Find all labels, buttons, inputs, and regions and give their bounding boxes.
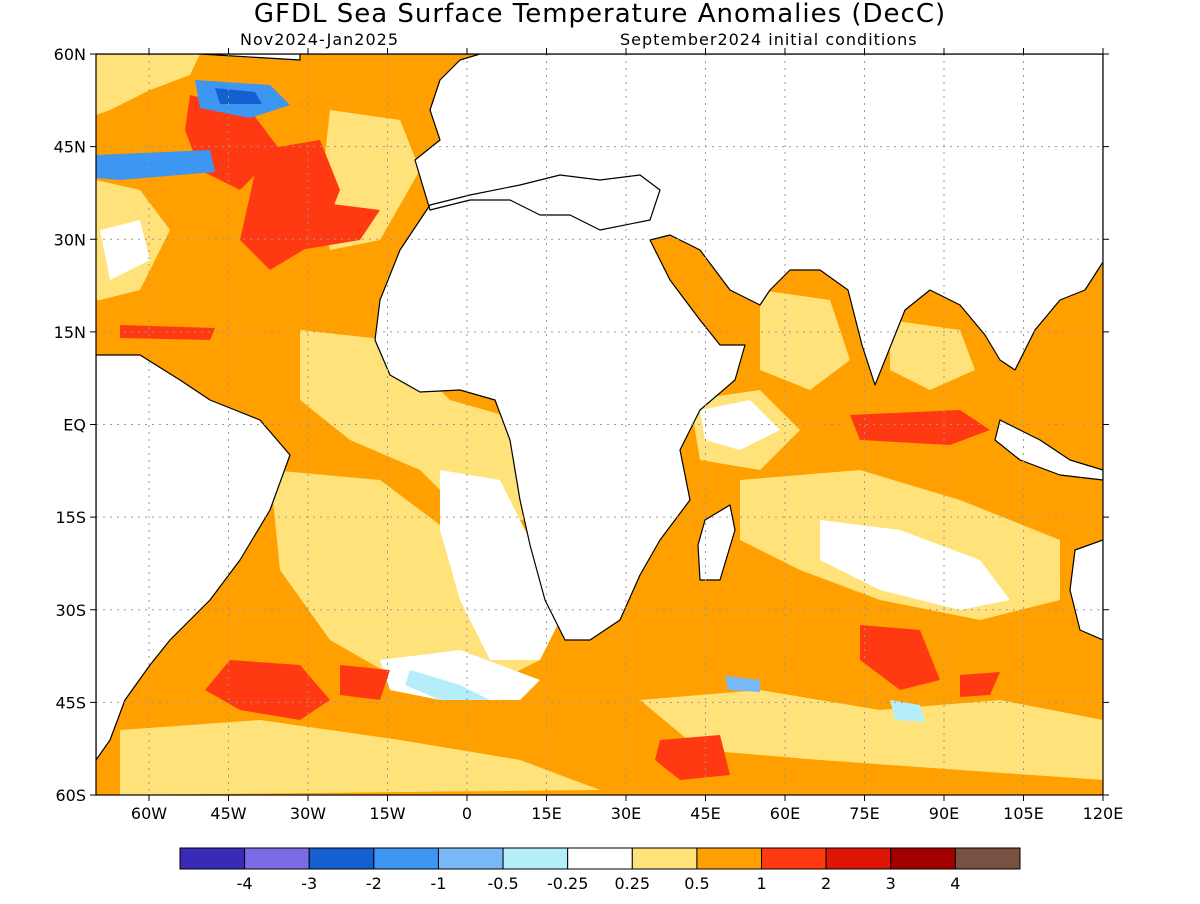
colorbar-swatch xyxy=(696,847,763,870)
strong-region-southern-ocean-50s xyxy=(655,735,730,780)
weak-region-southern-ocean xyxy=(640,690,1103,780)
y-tick-label: 30N xyxy=(54,230,86,249)
colorbar-swatch xyxy=(825,847,892,870)
colorbar-swatch xyxy=(954,847,1021,870)
colorbar-swatch xyxy=(244,847,310,870)
x-tick-label: 45E xyxy=(690,804,720,823)
weak-region-south-atlantic xyxy=(270,470,540,690)
x-tick-label: 105E xyxy=(1003,804,1044,823)
y-tick-label: 15N xyxy=(54,323,86,342)
colorbar-label: -1 xyxy=(430,874,446,893)
cold-anomaly-layer xyxy=(96,80,925,722)
maritime-continent-land xyxy=(994,419,1103,481)
weak-region-arabian-sea xyxy=(760,290,850,390)
x-tick-label: 45W xyxy=(210,804,246,823)
y-tick-label: 60N xyxy=(54,45,86,64)
y-tick-label: 30S xyxy=(55,601,86,620)
y-tick-label: 45S xyxy=(55,693,86,712)
y-tick-label: 60S xyxy=(55,786,86,805)
colorbar: -4 -3 -2 -1 -0.5 -0.25 0.25 0.5 1 2 3 4 xyxy=(179,847,1021,893)
colorbar-label: 1 xyxy=(756,874,766,893)
near-zero-benguela xyxy=(440,470,560,660)
colorbar-label: -3 xyxy=(301,874,317,893)
colorbar-label: -4 xyxy=(237,874,253,893)
colorbar-label: -0.25 xyxy=(547,874,588,893)
near-zero-south-indian xyxy=(820,520,1010,610)
strong-region-south-atlantic-40s xyxy=(205,660,330,720)
colorbar-swatch xyxy=(373,847,439,870)
colorbar-label: 3 xyxy=(886,874,896,893)
africa-eurasia-land xyxy=(96,54,1103,641)
weak-region-north-atlantic xyxy=(96,54,200,115)
colorbar-swatch xyxy=(502,847,569,870)
y-tick-label: 15S xyxy=(55,508,86,527)
colorbar-label: -2 xyxy=(366,874,382,893)
strong-region-south-indian-45s xyxy=(960,672,1000,697)
near-zero-west-atlantic-30n xyxy=(100,220,150,280)
gridlines xyxy=(96,53,1104,796)
slight-cold-region-southern-indian xyxy=(890,700,925,722)
x-tick-label: 75E xyxy=(849,804,879,823)
colorbar-label: 0.25 xyxy=(614,874,650,893)
colorbar-label: -0.5 xyxy=(487,874,518,893)
weak-region-bay-of-bengal xyxy=(890,320,975,390)
colorbar-label: 0.5 xyxy=(684,874,709,893)
anomaly-field xyxy=(96,54,1103,795)
colorbar-swatch xyxy=(890,847,956,870)
x-tick-label: 60E xyxy=(770,804,800,823)
y-axis: 60N 45N 30N 15N EQ 15S 30S 45S 60S xyxy=(54,45,1109,805)
colorbar-label: 4 xyxy=(950,874,960,893)
strong-region-north-atlantic-band xyxy=(300,200,380,250)
strong-region-tropical-atlantic-15n xyxy=(120,325,215,340)
madagascar-land xyxy=(697,504,736,581)
y-tick-label: EQ xyxy=(63,416,86,435)
slight-cold-region-south-atlantic xyxy=(405,670,490,700)
weak-region-far-south xyxy=(120,720,600,795)
x-tick-label: 15E xyxy=(531,804,561,823)
strong-region-south-indian-40s xyxy=(860,625,940,690)
south-america-land xyxy=(96,354,291,761)
very-cold-region-labrador-core xyxy=(215,88,262,104)
x-tick-label: 120E xyxy=(1083,804,1124,823)
x-tick-label: 0 xyxy=(462,804,472,823)
subtitle-period: Nov2024-Jan2025 xyxy=(240,30,399,49)
colorbar-swatch xyxy=(631,847,698,870)
colorbar-swatch xyxy=(567,847,633,870)
subtitle-initial-conditions: September2024 initial conditions xyxy=(620,30,918,49)
x-tick-label: 90E xyxy=(929,804,959,823)
colorbar-swatch xyxy=(437,847,504,870)
x-tick-label: 15W xyxy=(369,804,405,823)
colorbar-label: 2 xyxy=(821,874,831,893)
strong-region-equatorial-indian xyxy=(850,410,990,445)
strong-region-south-atlantic-45s xyxy=(340,665,390,700)
y-tick-label: 45N xyxy=(54,138,86,157)
colorbar-swatch xyxy=(761,847,827,870)
chart-title: GFDL Sea Surface Temperature Anomalies (… xyxy=(254,0,946,29)
x-tick-label: 30W xyxy=(290,804,326,823)
cold-region-newfoundland xyxy=(96,150,215,180)
x-tick-label: 60W xyxy=(131,804,167,823)
cold-region-southern-indian xyxy=(725,676,760,692)
land-layer xyxy=(96,54,1103,761)
colorbar-swatch xyxy=(179,847,246,870)
australia-land xyxy=(1069,539,1103,641)
x-axis: 60W 45W 30W 15W 0 15E 30E 45E 60E 75E 90E 105E 120E xyxy=(131,48,1123,823)
weak-region-east-atlantic xyxy=(300,330,560,520)
colorbar-swatch xyxy=(308,847,375,870)
x-tick-label: 30E xyxy=(611,804,641,823)
